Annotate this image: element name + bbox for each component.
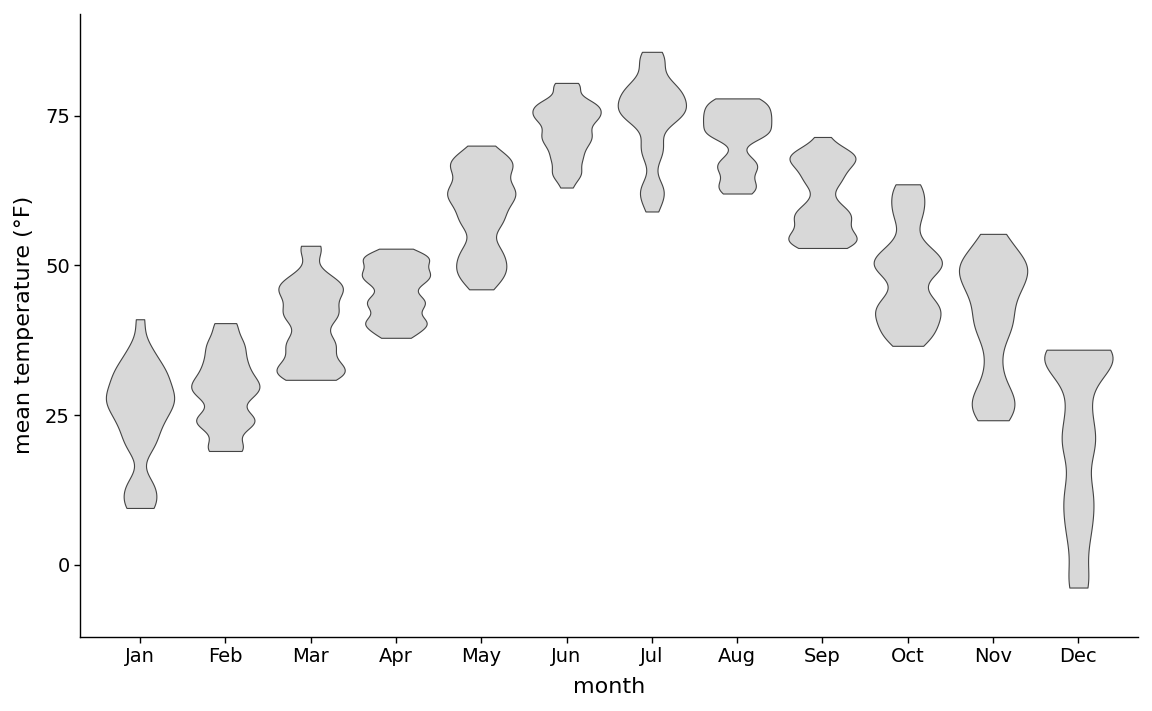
X-axis label: month: month	[573, 677, 645, 697]
Y-axis label: mean temperature (°F): mean temperature (°F)	[14, 196, 33, 454]
